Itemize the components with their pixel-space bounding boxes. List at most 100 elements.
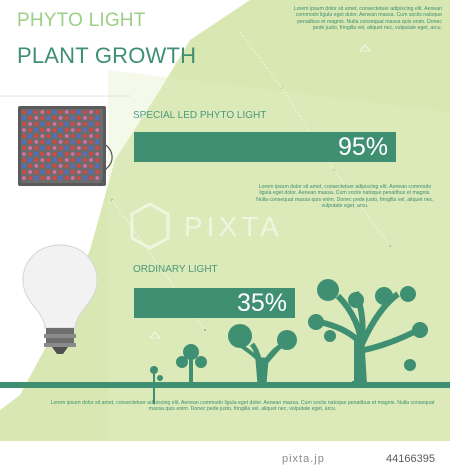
led-diode [40,140,45,144]
led-diode [89,134,93,138]
led-diode [77,140,81,144]
medium-tree-trunk [249,341,287,387]
led-diode [70,140,75,144]
led-diode [64,158,69,162]
led-diode [40,158,45,162]
led-diode [77,146,81,150]
led-diode [58,146,63,150]
led-diode [28,110,32,114]
led-diode [77,164,81,168]
led-diode [77,110,81,114]
led-diode [89,110,93,114]
led-diode [22,122,26,126]
led-diode [58,164,63,168]
led-diode [89,170,93,174]
title-line-1: PHYTO LIGHT [17,10,146,31]
led-diode [95,116,100,120]
led-diode [70,128,75,132]
led-diode [52,158,57,162]
led-diode [77,122,81,126]
led-diode [64,164,69,168]
led-diode [95,140,100,144]
led-diode [52,170,57,174]
led-diode [70,170,75,174]
led-diode [89,176,93,180]
led-diode [83,134,87,138]
led-diode [28,176,32,180]
led-diode [22,116,26,120]
led-diode [83,140,87,144]
led-diode [77,116,81,120]
led-diode [28,170,32,174]
led-diode [40,176,45,180]
led-diode [95,176,100,180]
led-diode [83,116,87,120]
led-diode [83,158,87,162]
led-diode [28,152,32,156]
led-bar: 95% [134,132,396,162]
led-diode [46,146,51,150]
led-diode [22,146,26,150]
led-diode [52,128,57,132]
led-diode [95,110,100,114]
led-diode [89,128,93,132]
led-diode [64,140,69,144]
led-diode [46,176,51,180]
led-diode [40,146,45,150]
decor-triangle [359,44,371,52]
led-diode [64,128,69,132]
led-diode [46,110,51,114]
led-diode [34,164,39,168]
watermark-logo: PIXTA [130,202,283,250]
led-diode [58,122,63,126]
led-diode [22,152,26,156]
ordinary-label: ORDINARY LIGHT [133,264,218,275]
led-diode [64,170,69,174]
led-diode [52,140,57,144]
led-diode [46,164,51,168]
led-diode [83,122,87,126]
led-diode [28,158,32,162]
green-background-panel [0,0,450,441]
led-diode [34,134,39,138]
led-diode [28,116,32,120]
led-diode [89,116,93,120]
led-diode [83,146,87,150]
led-diode [77,128,81,132]
led-diode [70,116,75,120]
led-diode [64,146,69,150]
led-diode [34,128,39,132]
led-diode [34,110,39,114]
led-diode [89,152,93,156]
led-diode [89,140,93,144]
led-diode [28,122,32,126]
led-diode [95,170,100,174]
led-diode [46,128,51,132]
led-label: SPECIAL LED PHYTO LIGHT [133,110,267,121]
led-diode [83,152,87,156]
ordinary-bar: 35% [134,288,295,318]
led-diode [58,170,63,174]
led-diode [58,152,63,156]
led-diode [58,158,63,162]
page-title: PLANT GROWTH [17,43,197,68]
led-diode [64,116,69,120]
led-diode [95,158,100,162]
led-diode [52,146,57,150]
decor-triangle [149,331,161,339]
led-diode [22,170,26,174]
footer-logo: pixta.jp [282,453,325,465]
led-diode [58,176,63,180]
led-diode [58,116,63,120]
led-diode [64,122,69,126]
led-diode [40,152,45,156]
led-diode [46,122,51,126]
led-diode [77,176,81,180]
led-diode [28,164,32,168]
watermark-text: PIXTA [184,211,283,242]
led-diode [52,134,57,138]
led-diode [22,128,26,132]
led-diode [22,158,26,162]
